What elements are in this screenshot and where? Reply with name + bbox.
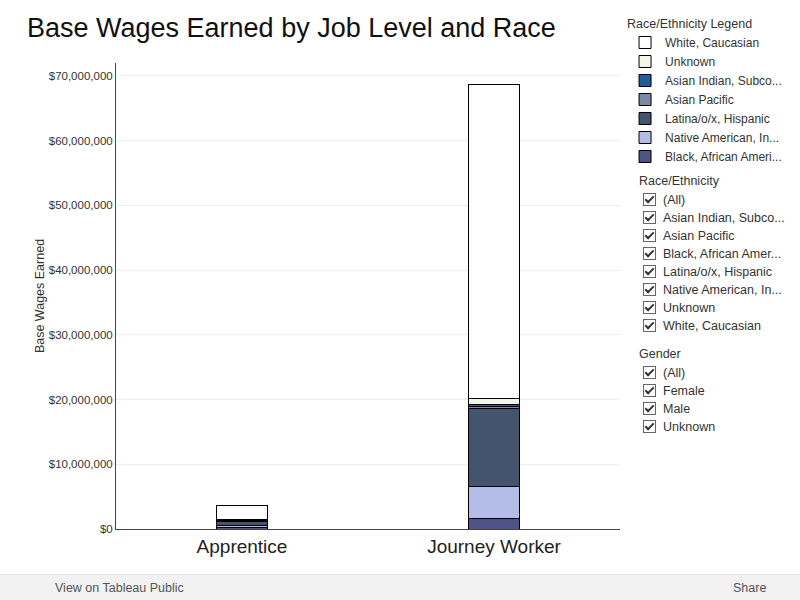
html-text:(All): (All) [663, 366, 686, 380]
svg-text:$60,000,000: $60,000,000 [49, 135, 113, 147]
svg-text:Latina/o/x, Hispanic: Latina/o/x, Hispanic [665, 112, 770, 126]
html-text:White, Caucasian: White, Caucasian [663, 319, 761, 333]
svg-text:Base Wages Earned: Base Wages Earned [33, 239, 47, 353]
html-text:Native American, In...: Native American, In... [663, 283, 782, 297]
svg-text:$70,000,000: $70,000,000 [49, 70, 113, 82]
svg-text:$20,000,000: $20,000,000 [49, 394, 113, 406]
svg-text:Apprentice: Apprentice [197, 536, 288, 557]
html-text:Latina/o/x, Hispanic: Latina/o/x, Hispanic [663, 265, 773, 279]
html-text:Gender: Gender [639, 347, 681, 361]
html-text:Race/Ethnicity: Race/Ethnicity [639, 174, 719, 188]
svg-text:Unknown: Unknown [665, 55, 715, 69]
svg-text:$50,000,000: $50,000,000 [49, 199, 113, 211]
svg-text:$40,000,000: $40,000,000 [49, 264, 113, 276]
svg-text:Black, African Ameri...: Black, African Ameri... [665, 150, 782, 164]
html-text:(All): (All) [663, 193, 686, 207]
svg-text:Asian Pacific: Asian Pacific [665, 93, 734, 107]
html-text:Unknown: Unknown [663, 420, 716, 434]
svg-text:$30,000,000: $30,000,000 [49, 329, 113, 341]
svg-text:Native American, In...: Native American, In... [665, 131, 779, 145]
html-text:Male: Male [663, 402, 691, 416]
html-text:Unknown: Unknown [663, 301, 716, 315]
svg-text:Asian Indian, Subco...: Asian Indian, Subco... [665, 74, 782, 88]
svg-text:Race/Ethnicity Legend: Race/Ethnicity Legend [627, 17, 752, 31]
svg-text:$0: $0 [100, 523, 113, 535]
html-text:Black, African Amer...: Black, African Amer... [663, 247, 782, 261]
html-text:Share: Share [733, 581, 767, 595]
svg-text:White, Caucasian: White, Caucasian [665, 36, 759, 50]
html-text:Asian Indian, Subco...: Asian Indian, Subco... [663, 211, 785, 225]
svg-text:Journey Worker: Journey Worker [427, 536, 561, 557]
html-text:Female: Female [663, 384, 705, 398]
html-text:Asian Pacific: Asian Pacific [663, 229, 735, 243]
html-text:View on Tableau Public: View on Tableau Public [55, 581, 184, 595]
svg-text:$10,000,000: $10,000,000 [49, 458, 113, 470]
svg-text:Base Wages Earned by Job Level: Base Wages Earned by Job Level and Race [27, 13, 556, 43]
